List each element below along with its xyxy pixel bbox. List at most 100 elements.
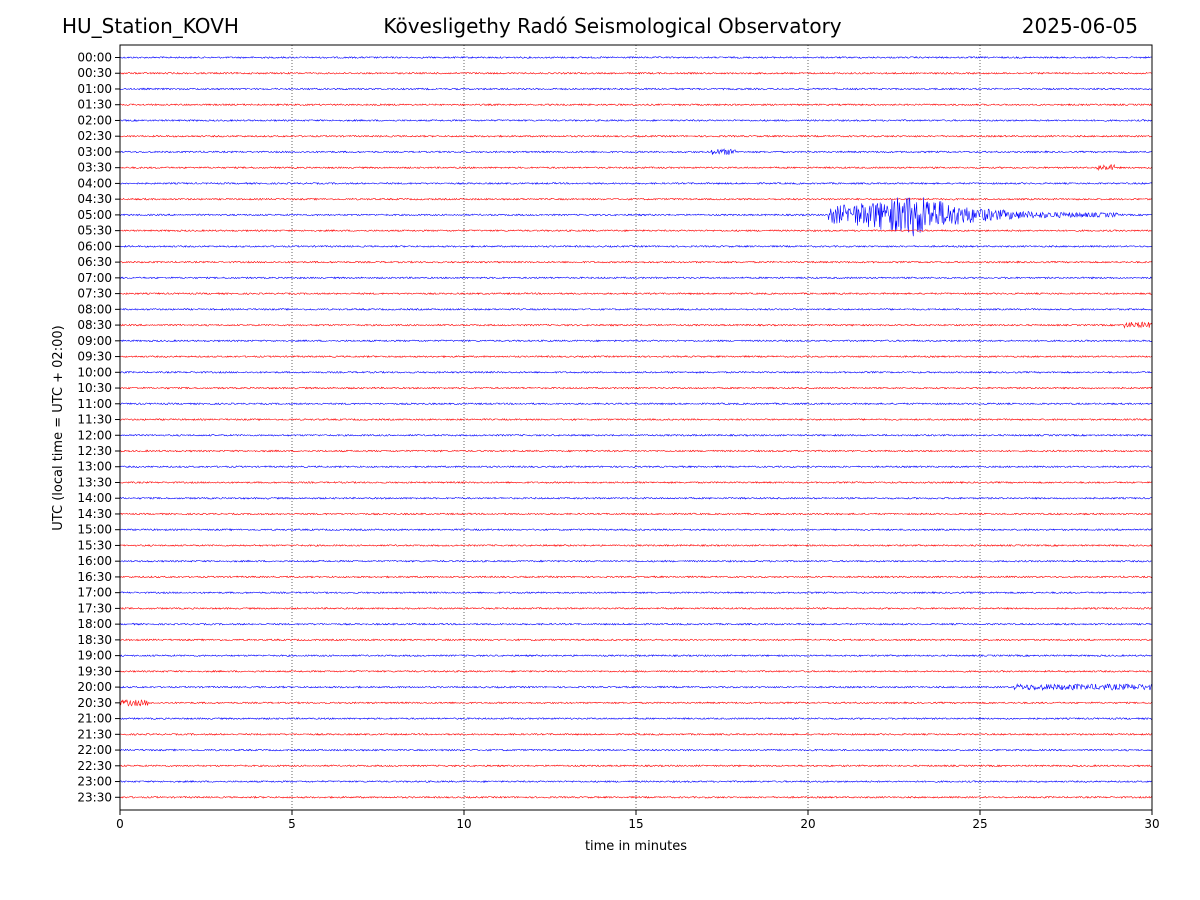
trace-0330	[119, 163, 1153, 171]
y-tick-label: 21:30	[77, 727, 112, 741]
x-tick-label: 0	[116, 817, 124, 831]
y-tick-label: 08:30	[77, 318, 112, 332]
y-tick-label: 19:30	[77, 664, 112, 678]
y-tick-label: 03:30	[77, 161, 112, 175]
trace-0100	[119, 87, 1153, 91]
trace-0500	[119, 197, 1153, 237]
x-tick-label: 10	[456, 817, 471, 831]
trace-0730	[119, 292, 1153, 296]
grid-lines	[291, 45, 981, 810]
trace-0000	[119, 55, 1153, 59]
trace-1600	[119, 559, 1153, 563]
trace-1800	[119, 622, 1153, 626]
y-tick-label: 05:30	[77, 224, 112, 238]
trace-2300	[119, 779, 1153, 784]
trace-1700	[119, 591, 1153, 595]
trace-0930	[119, 355, 1153, 359]
y-tick-label: 17:00	[77, 586, 112, 600]
y-tick-label: 12:00	[77, 428, 112, 442]
trace-0700	[119, 276, 1153, 280]
y-tick-label: 03:00	[77, 145, 112, 159]
y-tick-label: 01:30	[77, 98, 112, 112]
y-tick-label: 17:30	[77, 601, 112, 615]
trace-2030	[119, 699, 1153, 707]
trace-1400	[119, 496, 1153, 500]
x-tick-label: 15	[628, 817, 643, 831]
trace-1300	[119, 465, 1153, 469]
y-tick-label: 06:30	[77, 255, 112, 269]
y-tick-label: 23:30	[77, 790, 112, 804]
trace-2330	[120, 795, 1153, 799]
trace-0600	[119, 244, 1153, 248]
trace-1200	[119, 433, 1153, 437]
trace-1500	[120, 528, 1153, 532]
chart-date: 2025-06-05	[1021, 14, 1138, 38]
y-tick-label: 07:00	[77, 271, 112, 285]
trace-1530	[119, 544, 1153, 547]
y-tick-label: 14:00	[77, 491, 112, 505]
trace-1830	[119, 638, 1153, 642]
y-tick-label: 18:00	[77, 617, 112, 631]
trace-1230	[119, 449, 1153, 453]
y-tick-label: 19:00	[77, 649, 112, 663]
y-tick-label: 13:00	[77, 460, 112, 474]
y-tick-label: 15:30	[77, 538, 112, 552]
y-tick-label: 20:30	[77, 696, 112, 710]
y-tick-label: 08:00	[77, 302, 112, 316]
y-tick-label: 11:00	[77, 397, 112, 411]
y-tick-label: 07:30	[77, 287, 112, 301]
y-tick-label: 04:00	[77, 176, 112, 190]
y-tick-label: 10:00	[77, 365, 112, 379]
x-tick-label: 30	[1144, 817, 1159, 831]
y-tick-label: 11:30	[77, 413, 112, 427]
y-tick-label: 23:00	[77, 775, 112, 789]
trace-0200	[119, 118, 1153, 122]
y-tick-label: 22:30	[77, 759, 112, 773]
y-tick-label: 01:00	[77, 82, 112, 96]
trace-1930	[119, 669, 1153, 673]
trace-2000	[119, 683, 1152, 692]
trace-1330	[120, 480, 1153, 485]
trace-1100	[119, 402, 1153, 406]
plot-frame	[119, 44, 1153, 811]
y-tick-label: 02:30	[77, 129, 112, 143]
trace-0530	[119, 229, 1153, 233]
trace-0400	[119, 181, 1153, 185]
y-tick-label: 12:30	[77, 444, 112, 458]
y-tick-label: 15:00	[77, 523, 112, 537]
y-tick-label: 22:00	[77, 743, 112, 757]
trace-0900	[119, 339, 1153, 343]
trace-1630	[119, 575, 1153, 579]
y-tick-label: 02:00	[77, 113, 112, 127]
x-tick-label: 5	[288, 817, 296, 831]
y-tick-label: 10:30	[77, 381, 112, 395]
y-tick-label: 13:30	[77, 475, 112, 489]
y-tick-label: 09:00	[77, 334, 112, 348]
trace-0800	[119, 307, 1153, 311]
station-name: HU_Station_KOVH	[62, 14, 239, 38]
y-tick-label: 20:00	[77, 680, 112, 694]
trace-2100	[120, 717, 1153, 721]
trace-0030	[119, 71, 1153, 75]
y-tick-label: 16:30	[77, 570, 112, 584]
y-tick-label: 14:30	[77, 507, 112, 521]
trace-0130	[119, 103, 1153, 107]
trace-2200	[119, 748, 1153, 752]
trace-0630	[119, 260, 1153, 264]
x-tick-label: 20	[800, 817, 815, 831]
trace-1900	[119, 654, 1153, 658]
trace-0830	[119, 321, 1153, 329]
trace-2230	[119, 764, 1153, 768]
x-tick-label: 25	[972, 817, 987, 831]
y-tick-label: 09:30	[77, 350, 112, 364]
y-tick-label: 04:30	[77, 192, 112, 206]
trace-1030	[119, 386, 1153, 390]
trace-1730	[119, 606, 1153, 610]
chart-title: Kövesligethy Radó Seismological Observat…	[383, 14, 842, 38]
y-axis-label: UTC (local time = UTC + 02:00)	[51, 325, 66, 530]
y-tick-label: 16:00	[77, 554, 112, 568]
trace-1430	[119, 512, 1153, 516]
y-tick-label: 21:00	[77, 712, 112, 726]
